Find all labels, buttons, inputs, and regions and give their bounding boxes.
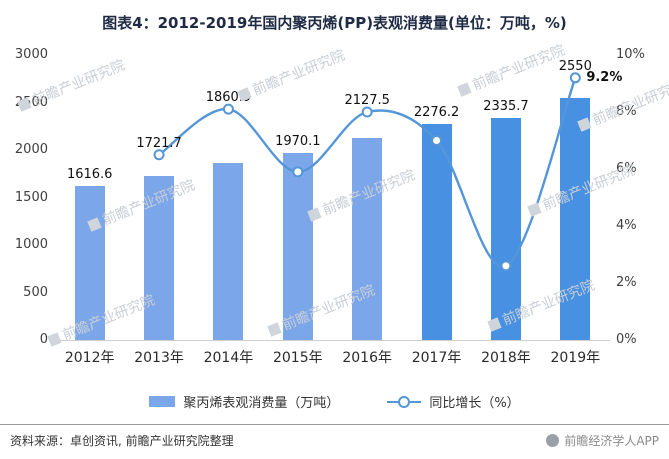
- line-marker: [361, 106, 373, 118]
- right-axis-tick-label: 8%: [616, 104, 637, 119]
- x-axis-label: 2012年: [64, 350, 115, 366]
- left-axis-tick-label: 2500: [14, 94, 48, 110]
- x-axis-label: 2016年: [342, 350, 392, 366]
- right-axis-tick-label: 2%: [616, 275, 637, 290]
- left-axis-tick-label: 2000: [14, 142, 48, 157]
- footer-divider: [0, 424, 669, 425]
- right-axis-tick-label: 0%: [616, 332, 637, 347]
- x-axis-label: 2019年: [550, 350, 601, 366]
- right-axis-tick-label: 4%: [616, 218, 637, 233]
- bar-2018年: [490, 118, 521, 340]
- x-axis: 2012年 2013年 2014年 2015年 2016年 2017年 2018年 2019年: [55, 347, 610, 366]
- bar-2017年: [421, 123, 452, 340]
- left-axis-tick-label: 500: [23, 284, 48, 300]
- line-marker-icon: [398, 395, 411, 408]
- credit: 前瞻经济学人APP: [546, 432, 659, 449]
- x-axis-label: 2018年: [481, 350, 531, 366]
- line-marker: [500, 260, 512, 272]
- left-y-axis: 3000 2500 2000 1500 1000 500 0: [0, 47, 48, 347]
- bar-value-label: 2335.7: [483, 99, 529, 115]
- right-axis-tick-label: 10%: [616, 47, 645, 62]
- line-swatch: [387, 395, 422, 408]
- bar-value-label: 2550: [558, 58, 592, 74]
- source-text: 资料来源：卓创资讯, 前瞻产业研究院整理: [10, 434, 234, 448]
- bar-2015年: [282, 152, 313, 340]
- app-logo-icon: [546, 434, 560, 447]
- left-axis-tick-label: 3000: [14, 47, 48, 62]
- bar-value-label: 2276.2: [413, 104, 460, 120]
- x-axis-label: 2017年: [411, 350, 462, 366]
- bar-2014年: [213, 163, 244, 340]
- plot-area: 1616.6 1721.7 1860.9 1970.1 2127.5 2276.2 2335…: [55, 55, 622, 341]
- line-marker: [153, 149, 165, 161]
- line-marker: [292, 166, 304, 178]
- footer: 资料来源：卓创资讯, 前瞻产业研究院整理 前瞻经济学人APP: [10, 432, 659, 449]
- bar-2016年: [352, 137, 383, 340]
- bar-value-label: 1616.6: [66, 167, 113, 183]
- right-y-axis: 10% 8% 6% 4% 2% 0%: [614, 47, 668, 347]
- bar-2013年: [144, 176, 175, 340]
- line-marker: [569, 72, 581, 84]
- chart-title: 图表4：2012-2019年国内聚丙烯(PP)表观消费量(单位：万吨，%): [102, 14, 567, 32]
- legend: 聚丙烯表观消费量（万吨） 同比增长（%）: [0, 392, 669, 411]
- left-axis-tick-label: 0: [39, 332, 48, 347]
- bar-value-label: 1860.9: [205, 90, 252, 106]
- bar-value-label: 1970.1: [275, 133, 321, 149]
- left-axis-tick-label: 1000: [14, 237, 48, 252]
- bar-2012年: [74, 186, 105, 340]
- bar-value-label: 2127.5: [344, 93, 390, 108]
- line-marker: [431, 135, 443, 146]
- x-axis-label: 2014年: [203, 350, 254, 366]
- legend-item-consumption: 聚丙烯表观消费量（万吨）: [149, 392, 339, 411]
- line-point-label: 9.2%: [586, 69, 623, 85]
- bar-swatch: [149, 396, 176, 407]
- line-marker: [222, 103, 234, 115]
- legend-item-growth: 同比增长（%）: [387, 392, 520, 411]
- left-axis-tick-label: 1500: [14, 189, 48, 205]
- legend-label-growth: 同比增长（%）: [429, 396, 520, 411]
- x-axis-label: 2015年: [272, 350, 323, 366]
- bar-2019年: [560, 97, 591, 340]
- x-axis-label: 2013年: [134, 350, 184, 366]
- legend-label-consumption: 聚丙烯表观消费量（万吨）: [183, 396, 340, 411]
- growth-line-chart: [153, 72, 581, 272]
- growth-line: [158, 77, 577, 268]
- bar-value-label: 1721.7: [136, 135, 182, 151]
- right-axis-tick-label: 6%: [616, 161, 637, 176]
- credit-text: 前瞻经济学人APP: [564, 434, 659, 448]
